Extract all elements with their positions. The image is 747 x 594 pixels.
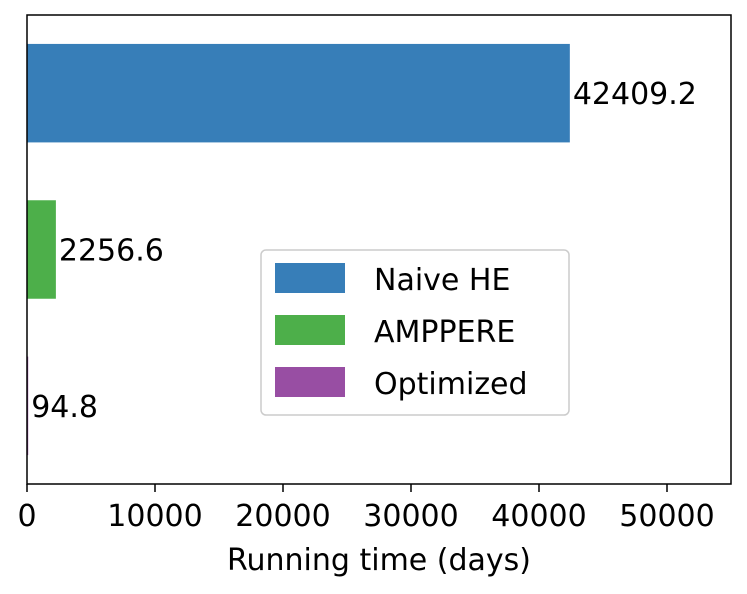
- x-tick-label: 30000: [363, 499, 458, 534]
- x-axis-ticks: 0 10000 20000 30000 40000 50000: [17, 484, 715, 534]
- plot-frame: [26, 14, 732, 485]
- value-label-amppere: 2256.6: [59, 234, 164, 269]
- x-tick-label: 50000: [619, 499, 714, 534]
- x-axis-label: Running time (days): [227, 543, 531, 578]
- legend-swatch-optimized: [275, 367, 345, 397]
- legend-swatch-naive-he: [275, 263, 345, 293]
- legend-entries: Naive HE AMPPERE Optimized: [275, 263, 528, 402]
- value-label-optimized: 94.8: [31, 390, 98, 425]
- legend-label-naive-he: Naive HE: [374, 263, 510, 298]
- legend-label-optimized: Optimized: [374, 367, 528, 402]
- x-tick-label: 10000: [107, 499, 202, 534]
- legend-label-amppere: AMPPERE: [374, 315, 515, 350]
- x-tick-label: 0: [17, 499, 36, 534]
- legend-swatch-amppere: [275, 315, 345, 345]
- bars-group: [27, 43, 570, 456]
- bar-amppere: [27, 200, 56, 299]
- value-labels-group: 42409.2 2256.6 94.8: [31, 77, 697, 425]
- value-label-naive-he: 42409.2: [573, 77, 697, 112]
- legend: Naive HE AMPPERE Optimized: [260, 249, 570, 416]
- x-tick-label: 40000: [491, 499, 586, 534]
- bar-naive-he: [27, 43, 570, 143]
- x-tick-label: 20000: [235, 499, 330, 534]
